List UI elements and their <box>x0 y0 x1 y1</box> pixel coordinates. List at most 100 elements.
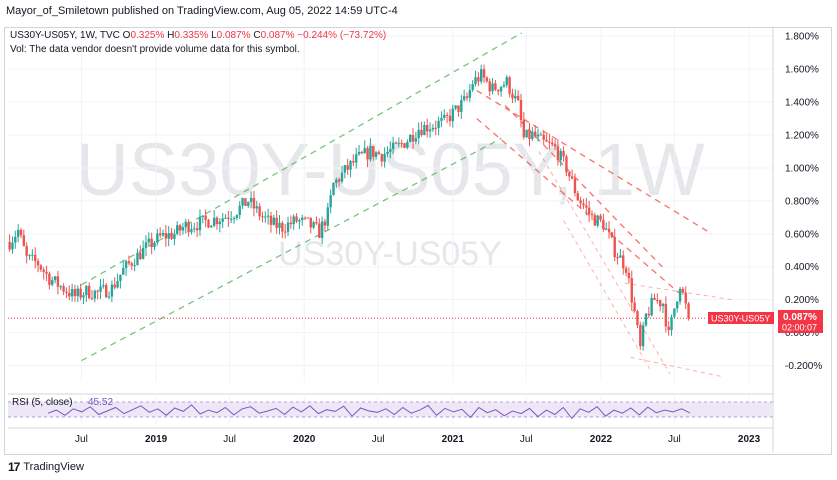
candle-body <box>641 325 645 347</box>
candle-body <box>414 138 418 142</box>
candle-body <box>428 129 432 132</box>
candle-body <box>451 108 454 122</box>
candle-body <box>494 83 497 90</box>
y-tick-label: 1.000% <box>785 163 819 174</box>
candle-body <box>198 216 202 231</box>
candle-body <box>329 195 332 208</box>
candle-body <box>647 313 651 316</box>
x-tick-label: Jul <box>372 434 385 445</box>
candle-body <box>235 214 239 219</box>
candle-body <box>485 77 489 82</box>
candle-body <box>301 217 304 221</box>
candle-body <box>568 172 571 177</box>
candle-body <box>482 69 486 78</box>
candle-body <box>460 99 463 112</box>
candle-body <box>130 263 133 266</box>
candle-body <box>556 146 560 161</box>
y-axis[interactable]: 1.800% 1.600% 1.400% 1.200% 1.000% 0.800% 0.60… <box>772 28 822 452</box>
legend-open: 0.325% <box>130 30 165 41</box>
candle-body <box>477 77 480 82</box>
symbol-legend: US30Y-US05Y, 1W, TVC O0.325% H0.335% L0.… <box>10 30 386 41</box>
x-tick-label: 2020 <box>293 434 316 445</box>
candle-body <box>309 217 312 228</box>
price-tag-value: 0.087% <box>783 312 817 323</box>
candle-body <box>394 142 398 144</box>
candle-body <box>207 219 210 228</box>
y-tick-label: 1.200% <box>785 131 819 142</box>
candle-body <box>488 81 491 92</box>
candle-body <box>386 151 389 154</box>
y-tick-label: 1.400% <box>785 98 819 109</box>
x-tick-label: Jul <box>520 434 533 445</box>
candle-body <box>99 286 102 292</box>
candle-body <box>68 292 71 297</box>
candle-body <box>525 129 528 138</box>
candle-body <box>579 200 582 204</box>
candle-body <box>553 144 557 147</box>
candle-body <box>244 198 247 206</box>
legend-close: 0.087% <box>260 30 295 41</box>
candle-body <box>533 131 537 137</box>
candle-body <box>215 217 219 225</box>
candles <box>8 64 690 351</box>
candle-body <box>62 286 65 292</box>
candle-body <box>545 139 548 142</box>
candle-body <box>73 289 77 297</box>
candle-body <box>664 303 668 327</box>
candle-body <box>306 217 310 219</box>
candle-body <box>201 215 205 217</box>
candle-body <box>596 215 599 226</box>
candle-body <box>519 99 523 121</box>
candle-body <box>221 218 224 222</box>
candle-body <box>491 83 494 92</box>
candle-body <box>349 160 352 170</box>
candle-body <box>65 291 68 293</box>
candle-body <box>312 222 315 228</box>
x-tick-label: Jul <box>223 434 236 445</box>
x-tick-label: Jul <box>75 434 88 445</box>
candle-body <box>610 232 614 237</box>
candle-body <box>93 290 97 299</box>
candle-body <box>590 213 594 216</box>
x-tick-label: 2022 <box>590 434 613 445</box>
candle-body <box>508 77 511 94</box>
x-axis[interactable]: Jul 2019 Jul 2020 Jul 2021 Jul 2022 Jul 2023 <box>8 393 773 445</box>
candle-body <box>227 217 230 219</box>
candle-body <box>400 142 403 144</box>
candle-body <box>403 143 406 148</box>
candle-body <box>190 229 193 233</box>
fan-line <box>624 282 733 301</box>
candle-body <box>11 242 14 250</box>
candle-body <box>465 96 469 98</box>
candle-body <box>678 288 682 302</box>
candle-body <box>133 265 136 267</box>
chart-frame[interactable] <box>4 27 832 455</box>
y-tick-label: 1.800% <box>785 32 819 43</box>
candle-body <box>110 284 114 297</box>
candle-body <box>622 255 625 269</box>
candle-body <box>167 233 170 239</box>
candle-body <box>289 222 293 225</box>
candle-body <box>102 285 105 287</box>
legend-close-label: C <box>253 30 261 41</box>
candle-body <box>431 127 435 130</box>
candle-body <box>667 326 670 331</box>
footer-branding[interactable]: 17 TradingView <box>8 460 84 474</box>
candle-body <box>454 105 457 109</box>
candle-body <box>141 247 145 260</box>
candle-body <box>434 127 437 129</box>
candle-body <box>468 90 472 98</box>
candle-body <box>156 233 159 243</box>
watermark-large: US30Y-US05Y, 1W <box>75 128 705 211</box>
candle-body <box>82 295 85 298</box>
candle-body <box>264 216 267 218</box>
candle-body <box>624 268 628 273</box>
candle-body <box>383 153 386 162</box>
candle-body <box>391 142 395 150</box>
candle-body <box>218 221 222 225</box>
candle-body <box>462 96 466 100</box>
candle-body <box>497 89 500 92</box>
candle-body <box>187 221 190 233</box>
candle-body <box>627 272 631 279</box>
